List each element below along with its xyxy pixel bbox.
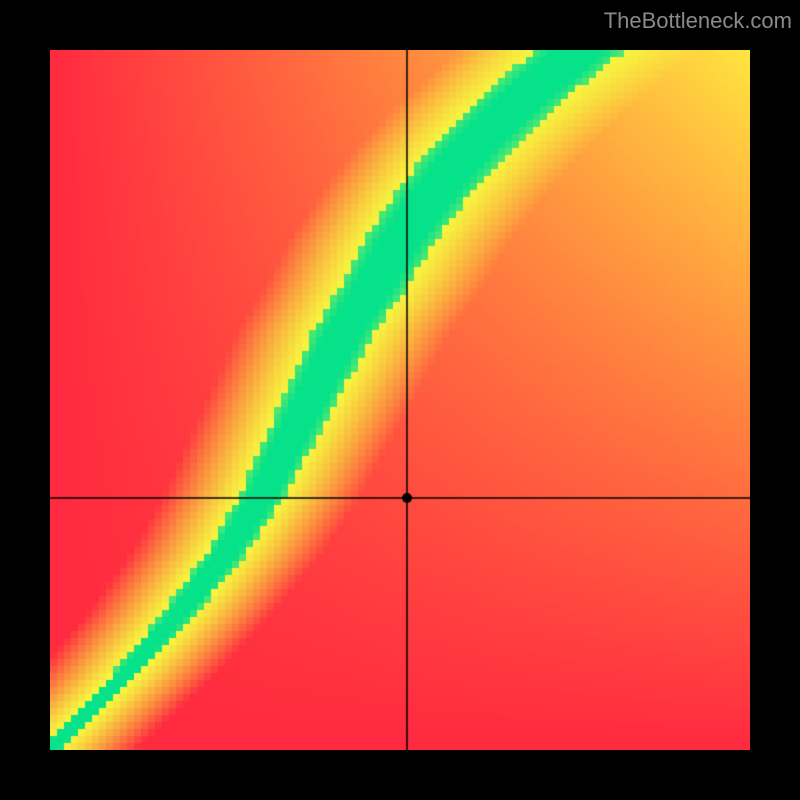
- chart-container: TheBottleneck.com: [0, 0, 800, 800]
- watermark-text: TheBottleneck.com: [604, 8, 792, 34]
- heatmap-canvas: [50, 50, 750, 750]
- plot-area: [50, 50, 750, 750]
